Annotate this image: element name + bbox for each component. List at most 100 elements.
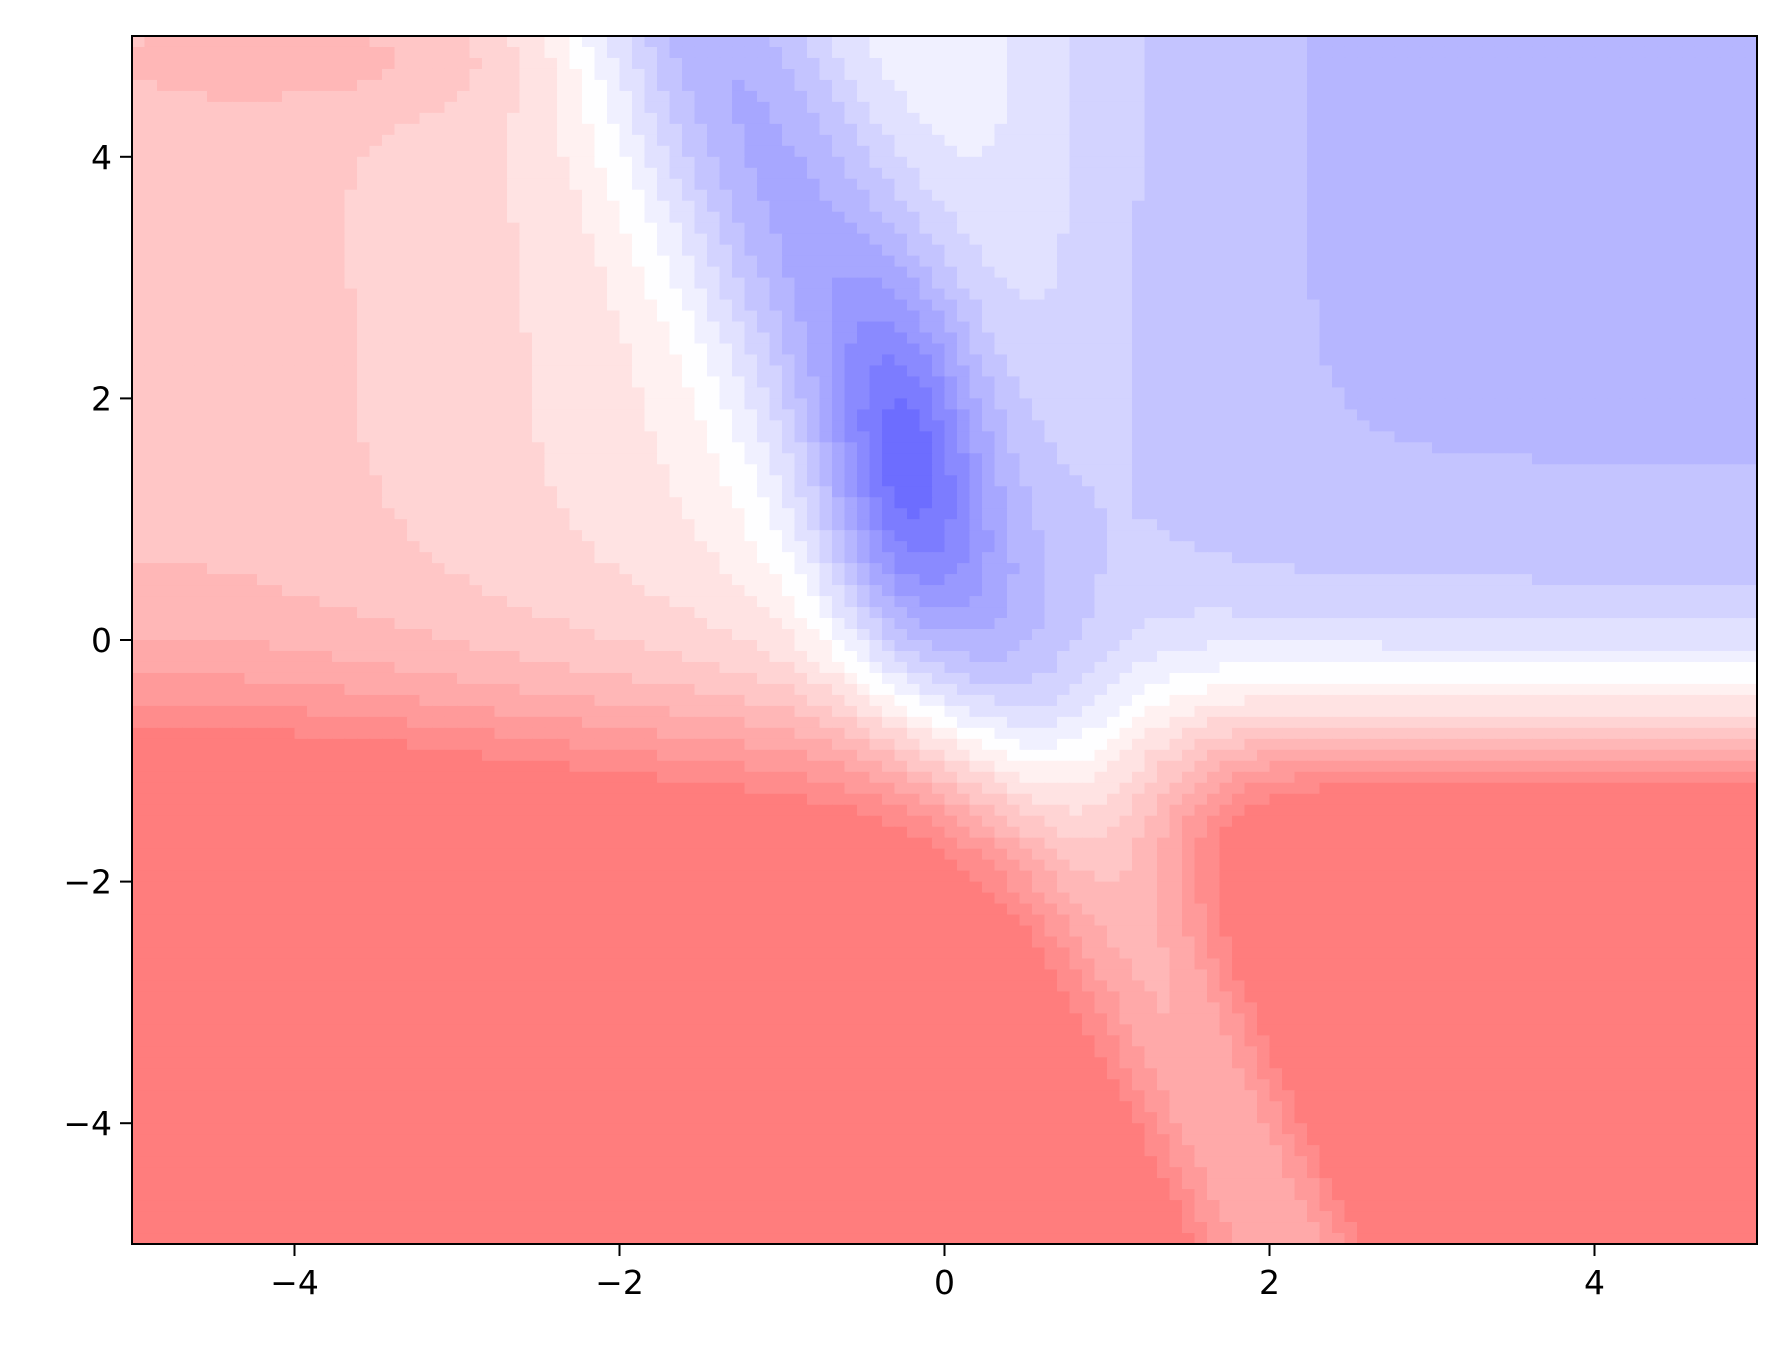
contour-cell <box>1282 36 1296 48</box>
contour-cell <box>1719 167 1733 180</box>
contour-cell <box>344 321 358 334</box>
contour-cell <box>494 310 508 323</box>
contour-cell <box>544 200 558 213</box>
contour-cell <box>1407 200 1421 213</box>
contour-cell <box>694 442 708 454</box>
contour-cell <box>532 200 546 213</box>
contour-cell <box>1557 310 1571 323</box>
contour-cell <box>357 387 371 399</box>
contour-cell <box>1332 354 1346 367</box>
contour-cell <box>369 376 383 389</box>
contour-cell <box>232 266 246 279</box>
contour-cell <box>269 145 283 158</box>
contour-cell <box>1344 266 1358 279</box>
contour-cell <box>732 211 746 224</box>
contour-cell <box>919 332 933 345</box>
contour-cell <box>1432 68 1446 81</box>
contour-cell <box>1219 310 1233 323</box>
contour-cell <box>1357 409 1371 421</box>
contour-cell <box>244 442 258 454</box>
contour-cell <box>1082 431 1096 443</box>
contour-cell <box>594 332 608 345</box>
contour-cell <box>444 134 458 147</box>
contour-cell <box>707 387 721 399</box>
contour-cell <box>1257 68 1271 81</box>
contour-cell <box>1719 255 1733 268</box>
contour-cell <box>319 288 333 301</box>
contour-cell <box>1394 409 1408 421</box>
contour-cell <box>1219 112 1233 125</box>
contour-cell <box>269 420 283 432</box>
contour-cell <box>994 354 1008 367</box>
contour-cell <box>1744 343 1757 356</box>
contour-cell <box>1019 442 1033 454</box>
contour-cell <box>1219 123 1233 136</box>
contour-cell <box>907 310 921 323</box>
contour-cell <box>1294 46 1308 59</box>
contour-cell <box>1094 233 1108 246</box>
contour-cell <box>1682 233 1696 246</box>
contour-cell <box>1282 299 1296 312</box>
contour-cell <box>1569 376 1583 389</box>
contour-cell <box>557 266 571 279</box>
contour-cell <box>657 453 671 465</box>
contour-cell <box>1457 79 1471 92</box>
contour-cell <box>1494 343 1508 356</box>
contour-cell <box>832 167 846 180</box>
contour-cell <box>469 189 483 202</box>
contour-cell <box>1232 112 1246 125</box>
contour-cell <box>1382 431 1396 443</box>
contour-cell <box>244 46 258 59</box>
contour-cell <box>332 299 346 312</box>
contour-cell <box>307 321 321 334</box>
contour-cell <box>1282 277 1296 290</box>
contour-cell <box>1369 167 1383 180</box>
contour-cell <box>569 343 583 356</box>
contour-cell <box>857 354 871 367</box>
contour-cell <box>1507 112 1521 125</box>
contour-cell <box>1357 255 1371 268</box>
contour-cell <box>669 101 683 114</box>
contour-cell <box>357 277 371 290</box>
contour-cell <box>1069 431 1083 443</box>
contour-cell <box>994 398 1008 410</box>
contour-cell <box>1457 277 1471 290</box>
contour-cell <box>1544 79 1558 92</box>
contour-cell <box>1519 200 1533 213</box>
contour-cell <box>1632 90 1646 103</box>
contour-cell <box>957 167 971 180</box>
contour-cell <box>1319 167 1333 180</box>
contour-cell <box>819 68 833 81</box>
contour-cell <box>619 90 633 103</box>
contour-cell <box>1644 266 1658 279</box>
contour-cell <box>1207 255 1221 268</box>
contour-cell <box>1419 354 1433 367</box>
contour-cell <box>1057 255 1071 268</box>
contour-cell <box>682 36 696 48</box>
contour-cell <box>1369 376 1383 389</box>
contour-cell <box>694 57 708 70</box>
contour-cell <box>594 398 608 410</box>
contour-cell <box>1344 321 1358 334</box>
contour-cell <box>1119 156 1133 169</box>
contour-cell <box>319 46 333 59</box>
contour-cell <box>1332 409 1346 421</box>
contour-cell <box>707 376 721 389</box>
contour-cell <box>1244 343 1258 356</box>
contour-cell <box>1682 288 1696 301</box>
contour-cell <box>1519 321 1533 334</box>
contour-cell <box>1432 36 1446 48</box>
contour-cell <box>282 409 296 421</box>
contour-cell <box>694 332 708 345</box>
contour-cell <box>607 387 621 399</box>
contour-cell <box>682 376 696 389</box>
contour-cell <box>1494 431 1508 443</box>
contour-cell <box>582 101 596 114</box>
contour-cell <box>632 244 646 257</box>
contour-cell <box>1094 255 1108 268</box>
contour-cell <box>1144 57 1158 70</box>
contour-cell <box>1219 57 1233 70</box>
contour-cell <box>1332 123 1346 136</box>
contour-cell <box>1144 211 1158 224</box>
contour-cell <box>1257 343 1271 356</box>
